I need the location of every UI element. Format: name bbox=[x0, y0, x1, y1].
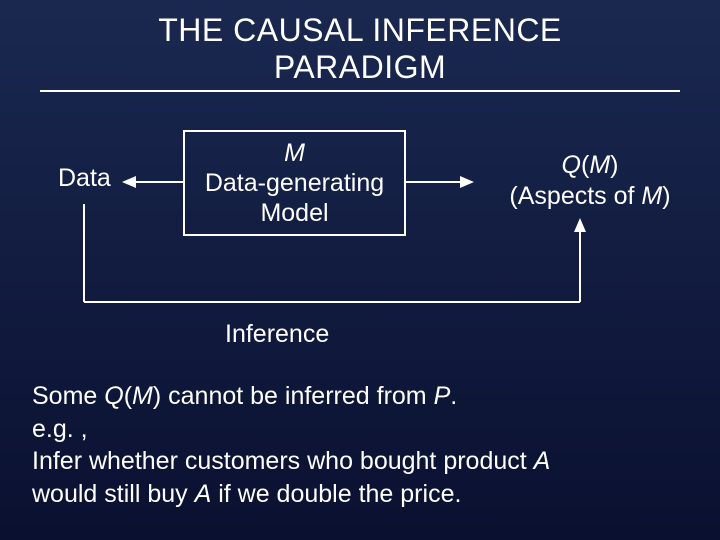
body-line3: Infer whether customers who bought produ… bbox=[32, 445, 692, 478]
data-label: Data bbox=[58, 164, 111, 193]
qm-line2: (Aspects of M) bbox=[480, 181, 700, 212]
aspects-suffix: ) bbox=[662, 182, 670, 210]
qm-line1: Q(M) bbox=[480, 150, 700, 181]
box-line3: Model bbox=[185, 198, 404, 228]
aspects-m: M bbox=[641, 182, 662, 210]
body-text: Some Q(M) cannot be inferred from P. e.g… bbox=[32, 380, 692, 510]
qm-m: M bbox=[589, 151, 610, 179]
aspects-prefix: (Aspects of bbox=[509, 182, 641, 210]
body-line2: e.g. , bbox=[32, 413, 692, 446]
slide-title: THE CAUSAL INFERENCE PARADIGM bbox=[0, 0, 720, 86]
title-line2: PARADIGM bbox=[274, 49, 446, 85]
title-line1: THE CAUSAL INFERENCE bbox=[158, 12, 562, 48]
qm-q: Q bbox=[562, 151, 581, 179]
box-m: M bbox=[185, 138, 404, 168]
body-line4: would still buy A if we double the price… bbox=[32, 478, 692, 511]
title-underline bbox=[40, 90, 680, 92]
inference-label: Inference bbox=[225, 320, 329, 349]
diagram-area: Data M Data-generating Model Q(M) (Aspec… bbox=[0, 112, 720, 332]
qm-block: Q(M) (Aspects of M) bbox=[480, 150, 700, 213]
box-line2: Data-generating bbox=[185, 168, 404, 198]
model-box: M Data-generating Model bbox=[183, 130, 406, 236]
body-line1: Some Q(M) cannot be inferred from P. bbox=[32, 380, 692, 413]
